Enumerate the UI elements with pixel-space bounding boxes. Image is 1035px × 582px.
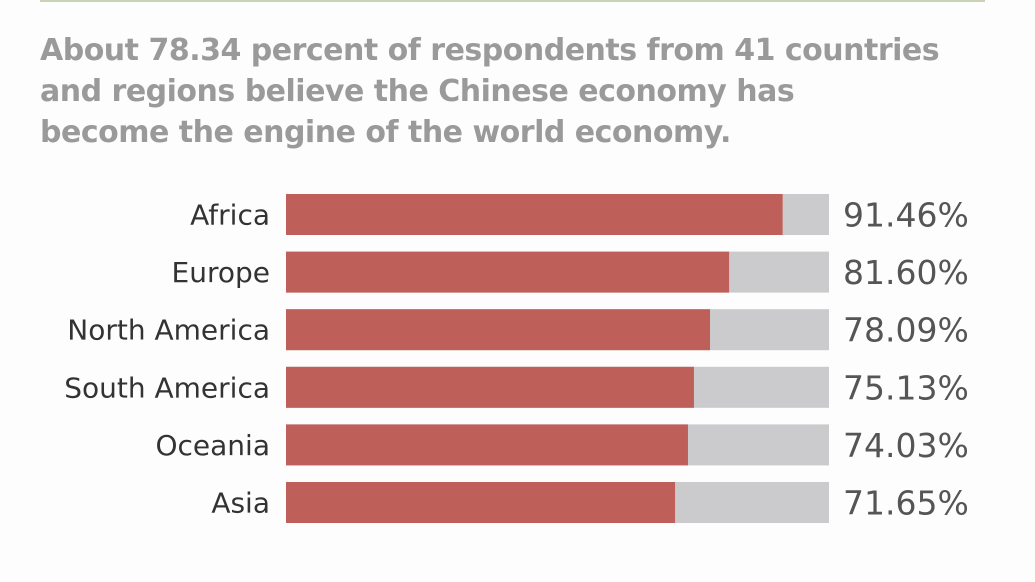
value-label-north-america: 78.09% — [843, 311, 969, 350]
category-label-europe: Europe — [172, 256, 270, 289]
headline-line-1: About 78.34 percent of respondents from … — [40, 33, 940, 68]
value-label-asia: 71.65% — [843, 484, 969, 523]
bar-oceania — [286, 424, 688, 466]
value-label-europe: 81.60% — [843, 253, 969, 292]
category-label-south-america: South America — [64, 371, 270, 404]
category-label-africa: Africa — [190, 199, 270, 232]
category-label-north-america: North America — [67, 314, 270, 347]
headline-line-3: become the engine of the world economy. — [40, 115, 731, 150]
bar-asia — [286, 482, 676, 523]
bar-africa — [286, 194, 783, 235]
value-label-south-america: 75.13% — [843, 368, 969, 407]
bar-north-america — [286, 309, 711, 351]
value-label-oceania: 74.03% — [843, 426, 969, 465]
bar-south-america — [286, 366, 694, 408]
top-divider — [40, 0, 985, 2]
headline-line-2: and regions believe the Chinese economy … — [40, 74, 795, 109]
category-label-asia: Asia — [211, 487, 270, 520]
bar-europe — [286, 251, 730, 293]
value-label-africa: 91.46% — [843, 196, 969, 235]
category-label-oceania: Oceania — [155, 429, 270, 462]
chart-headline: About 78.34 percent of respondents from … — [40, 30, 940, 153]
